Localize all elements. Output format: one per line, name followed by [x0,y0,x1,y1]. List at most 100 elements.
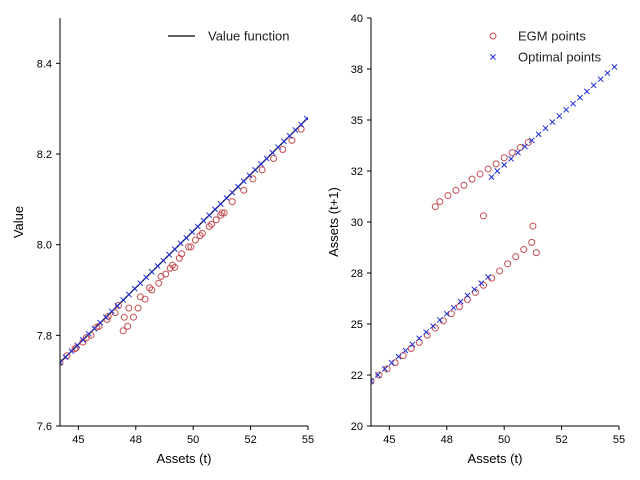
optimal-point [478,280,485,287]
egm-point [129,313,137,321]
egm-point [484,165,492,173]
optimal-point [200,217,207,224]
legend-marker-swatch [490,54,496,60]
x-tick-label: 55 [302,434,314,446]
optimal-point [298,121,305,128]
egm-point [468,175,476,183]
egm-point [120,313,128,321]
optimal-point [508,155,515,162]
optimal-point [409,341,416,348]
optimal-point [60,359,63,366]
optimal-point [430,323,436,329]
y-tick-label: 30 [351,217,363,229]
y-tick-label: 25 [351,319,363,331]
optimal-point [395,353,402,360]
egm-point [111,309,119,317]
y-tick-label: 35 [351,115,363,127]
optimal-point [206,212,213,219]
optimal-point [590,82,597,89]
y-tick-label: 8.2 [37,149,52,161]
egm-point [79,338,87,346]
x-axis-label: Assets (t) [468,451,523,466]
optimal-point [212,206,218,213]
x-tick-label: 52 [555,434,567,446]
optimal-point [549,119,556,125]
plot-area [60,115,308,367]
y-tick-label: 8.4 [37,58,52,70]
legend-marker-swatch [489,32,497,40]
optimal-point [269,149,276,156]
optimal-point [488,174,495,181]
egm-point [146,284,154,292]
x-tick-label: 48 [441,434,453,446]
x-tick-label: 50 [187,434,199,446]
egm-point [375,371,383,379]
egm-point [508,149,516,157]
egm-point [166,264,174,272]
egm-point [496,267,504,275]
egm-point [208,220,216,228]
x-tick-label: 55 [613,434,625,446]
egm-point [436,198,444,206]
egm-point [148,286,156,294]
egm-point [504,260,512,268]
legend-entry-label: Optimal points [518,50,602,65]
optimal-point [68,348,75,355]
optimal-point [471,286,478,293]
optimal-point [556,112,563,119]
legend-entry-label: EGM points [518,29,586,44]
optimal-point [114,302,121,309]
optimal-point [102,314,109,321]
optimal-point [171,246,178,253]
y-tick-label: 22 [351,370,363,382]
egm-point [205,223,213,231]
optimal-point [183,234,190,241]
optimal-point [166,251,173,258]
egm-point [480,212,488,220]
egm-point [423,331,431,339]
egm-point [371,377,375,385]
optimal-point [240,178,247,185]
optimal-point [570,100,577,107]
y-tick-label: 32 [351,166,363,178]
egm-point [463,296,471,304]
optimal-point [223,195,230,201]
optimal-point [235,183,241,190]
optimal-point [62,354,69,361]
x-tick-label: 50 [498,434,510,446]
egm-point [520,246,528,254]
egm-point [528,238,536,246]
optimal-point [160,257,167,264]
egm-point [220,209,228,217]
optimal-point [229,189,236,196]
egm-point [71,345,79,353]
x-axis-label: Assets (t) [157,451,212,466]
optimal-point [577,94,583,101]
egm-point [124,322,132,330]
egm-point [460,181,468,189]
egm-point [297,125,305,133]
y-tick-label: 28 [351,268,363,280]
y-axis-label: Value [11,206,26,238]
assets-policy-chart: 45 48 50 52 55 20 22 25 28 30 32 35 38 40 Assets (t) As… [326,13,625,466]
optimal-point [436,316,443,323]
egm-point [444,191,452,199]
egm-point [288,136,296,144]
legend: Value function [168,29,289,44]
x-tick-label: 45 [383,434,395,446]
plot-area [371,64,618,385]
optimal-point [501,161,508,168]
egm-point [476,170,484,178]
legend-entry-label: Value function [208,29,289,44]
egm-point [157,272,165,280]
optimal-point [457,298,464,305]
optimal-point [275,144,282,151]
optimal-point [597,76,604,83]
egm-point [480,281,488,289]
egm-point [240,186,248,194]
egm-point [500,154,508,162]
optimal-point [450,304,457,311]
optimal-point [402,347,409,354]
egm-point [270,155,278,163]
egm-point [191,236,199,244]
